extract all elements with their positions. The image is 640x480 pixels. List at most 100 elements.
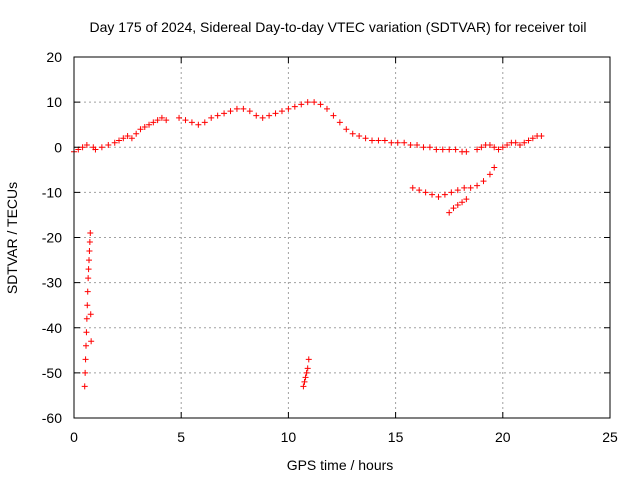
data-point (266, 112, 273, 119)
points-layer (71, 99, 545, 390)
data-point (525, 137, 532, 144)
data-point (214, 112, 221, 119)
data-point (463, 148, 470, 155)
data-point (85, 275, 92, 282)
data-point (454, 202, 461, 209)
data-point (454, 187, 461, 194)
data-point (201, 119, 208, 126)
data-point (407, 141, 414, 148)
data-point (401, 139, 408, 146)
data-point (111, 139, 118, 146)
data-point (154, 117, 161, 124)
data-point (163, 117, 170, 124)
data-point (240, 105, 247, 112)
data-point (381, 137, 388, 144)
data-point (208, 114, 215, 121)
data-point (474, 182, 481, 189)
data-point (85, 266, 92, 273)
data-point (87, 311, 94, 318)
data-point (84, 302, 91, 309)
data-point (92, 146, 99, 153)
data-point (176, 114, 183, 121)
y-tick-label: -60 (42, 410, 62, 426)
data-point (394, 139, 401, 146)
chart-title: Day 175 of 2024, Sidereal Day-to-day VTE… (90, 19, 587, 35)
data-point (446, 146, 453, 153)
data-point (300, 383, 307, 390)
data-point (84, 288, 91, 295)
data-point (246, 108, 253, 115)
data-point (538, 132, 545, 139)
data-point (491, 144, 498, 151)
data-point (301, 378, 308, 385)
data-point (105, 141, 112, 148)
y-axis-title: SDTVAR / TECUs (4, 182, 20, 294)
data-point (420, 144, 427, 151)
data-point (336, 119, 343, 126)
data-point (311, 99, 318, 106)
data-point (150, 119, 157, 126)
data-point (188, 119, 195, 126)
data-point (362, 135, 369, 142)
data-point (304, 365, 311, 372)
data-point (302, 374, 309, 381)
data-point (446, 209, 453, 216)
data-point (133, 130, 140, 137)
data-point (182, 117, 189, 124)
data-point (79, 144, 86, 151)
data-point (375, 137, 382, 144)
data-point (356, 132, 363, 139)
y-tick-label: 20 (46, 49, 62, 65)
data-point (233, 105, 240, 112)
data-point (86, 239, 93, 246)
data-point (478, 144, 485, 151)
data-point (87, 229, 94, 236)
data-point (120, 135, 127, 142)
data-point (463, 196, 470, 203)
data-point (259, 114, 266, 121)
data-point (83, 329, 90, 336)
data-point (278, 108, 285, 115)
data-point (499, 144, 506, 151)
x-tick-label: 15 (388, 429, 404, 445)
data-point (141, 123, 148, 130)
data-point (98, 144, 105, 151)
data-point (83, 342, 90, 349)
series-early-drop (81, 229, 95, 390)
data-point (116, 137, 123, 144)
y-tick-label: -10 (42, 184, 62, 200)
series-short-segment (446, 196, 470, 216)
data-point (272, 110, 279, 117)
data-point (146, 121, 153, 128)
data-point (82, 356, 89, 363)
data-point (461, 184, 468, 191)
data-point (253, 112, 260, 119)
y-tick-label: -30 (42, 275, 62, 291)
data-point (529, 135, 536, 142)
data-point (452, 146, 459, 153)
data-point (304, 99, 311, 106)
data-point (323, 105, 330, 112)
data-point (439, 146, 446, 153)
data-point (416, 187, 423, 194)
x-tick-label: 5 (177, 429, 185, 445)
y-tick-label: -50 (42, 365, 62, 381)
x-tick-label: 0 (70, 429, 78, 445)
data-point (303, 369, 310, 376)
data-point (221, 110, 228, 117)
x-tick-label: 25 (602, 429, 618, 445)
data-point (388, 139, 395, 146)
series-mid-drop (300, 356, 312, 390)
data-point (305, 356, 312, 363)
data-point (486, 171, 493, 178)
data-point (195, 121, 202, 128)
data-point (88, 338, 95, 345)
data-point (128, 135, 135, 142)
data-point (474, 146, 481, 153)
data-point (426, 144, 433, 151)
y-tick-label: -20 (42, 230, 62, 246)
y-tick-label: 0 (54, 139, 62, 155)
data-point (124, 132, 131, 139)
